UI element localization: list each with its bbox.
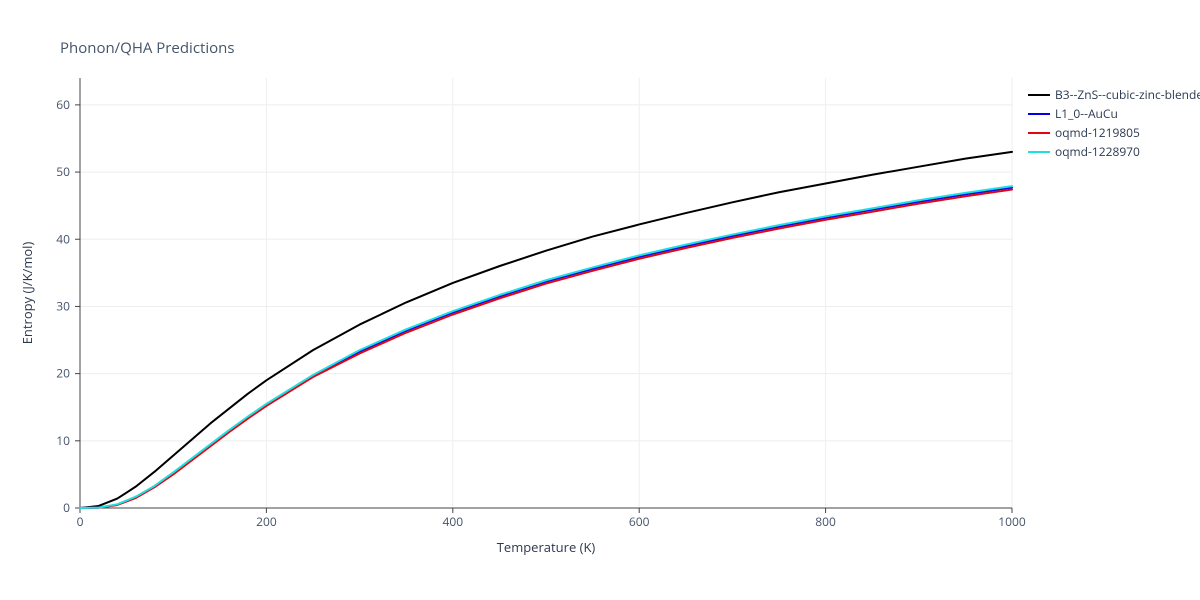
svg-text:0: 0 [63,499,70,516]
svg-text:50: 50 [56,163,70,180]
svg-text:800: 800 [815,513,836,530]
svg-text:10: 10 [56,432,70,449]
svg-text:600: 600 [629,513,650,530]
chart-svg: 0 200 400 600 800 1000 0 10 20 30 40 50 60 Temperatur… [0,0,1200,600]
legend-swatch [1028,132,1050,134]
svg-text:1000: 1000 [998,513,1026,530]
legend-label: oqmd-1219805 [1055,124,1140,141]
svg-text:60: 60 [56,96,70,113]
legend-label: L1_0--AuCu [1055,105,1118,122]
legend-swatch [1028,151,1050,153]
legend-label: oqmd-1228970 [1055,143,1140,160]
svg-text:200: 200 [256,513,277,530]
legend-item[interactable]: oqmd-1228970 [1028,142,1200,161]
svg-text:20: 20 [56,365,70,382]
legend-swatch [1028,94,1050,96]
legend-swatch [1028,113,1050,115]
legend-item[interactable]: L1_0--AuCu [1028,104,1200,123]
series-line [80,152,1012,508]
legend-label: B3--ZnS--cubic-zinc-blende [1055,86,1200,103]
x-axis-label: Temperature (K) [497,538,596,556]
series-line [80,188,1012,508]
svg-text:0: 0 [77,513,84,530]
series-line [80,186,1012,508]
legend-item[interactable]: B3--ZnS--cubic-zinc-blende [1028,85,1200,104]
y-axis-label: Entropy (J/K/mol) [18,242,36,345]
legend: B3--ZnS--cubic-zinc-blende L1_0--AuCuoqmd… [1028,85,1200,161]
series-line [80,190,1012,508]
chart-container: { "chart": { "type": "line", "title": "P… [0,0,1200,600]
svg-text:40: 40 [56,230,70,247]
svg-text:400: 400 [443,513,464,530]
svg-text:30: 30 [56,297,70,314]
legend-item[interactable]: oqmd-1219805 [1028,123,1200,142]
